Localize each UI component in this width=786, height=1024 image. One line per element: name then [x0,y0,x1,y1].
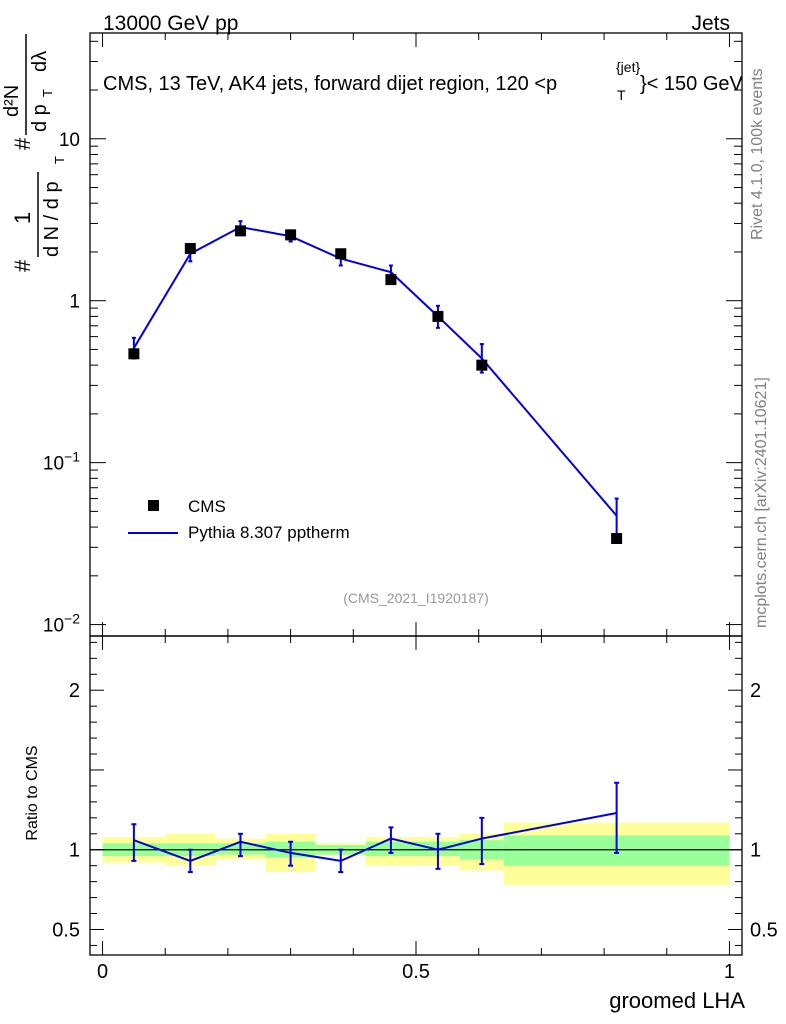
x-axis-label: groomed LHA [609,988,745,1013]
header-right: Jets [691,12,730,35]
title-sub: T [617,87,626,103]
x-tick-label: 1 [724,961,735,983]
main-frame [89,32,743,637]
main-ytick-label: 10 [59,130,80,151]
cms-data-point [476,359,488,371]
mcplots-label: mcplots.cern.ch [arXiv:2401.10621] [753,377,770,628]
main-ylabel: # 1 d N / d p T # d²N d p T dλ [1,34,67,272]
ratio-ytick-label: 1 [69,840,80,862]
header-left: 13000 GeV pp [103,12,238,35]
x-tick-label: 0.5 [402,961,430,983]
ratio-ytick-label: 0.5 [52,919,80,941]
cms-data-point [184,243,196,255]
ylabel-d2n: d²N [1,85,23,117]
title-end: }< 150 GeV [640,73,744,95]
ratio-ylabel: Ratio to CMS [24,745,41,840]
cms-data-point [432,310,444,322]
mc-series-line [133,226,618,517]
ylabel-one: 1 [10,212,35,224]
cms-data-point [335,248,347,260]
title-main: CMS, 13 TeV, AK4 jets, forward dijet reg… [103,73,557,95]
ratio-ytick-label-right: 1 [750,840,761,862]
title-sup: {jet} [616,59,640,75]
cms-data-point [385,274,397,286]
cms-data-point [128,348,140,360]
ylabel-t1: T [52,156,67,164]
ratio-ytick-label: 2 [69,680,80,702]
ratio-plot: 0 0.5 1 0.5 0.5 1 1 2 2 [52,635,778,983]
ylabel-dl: dλ [29,51,51,72]
cms-data-point [234,225,246,237]
main-ytick-label: 10−2 [43,611,80,637]
main-title: CMS, 13 TeV, AK4 jets, forward dijet reg… [103,59,744,103]
ratio-ytick-label-right: 0.5 [750,919,778,941]
rivet-label: Rivet 4.1.0, 100k events [749,68,766,240]
main-plot: 10−2 10−1 1 10 [43,32,743,637]
legend-cms-marker [148,500,159,511]
main-ytick-label: 1 [69,292,80,313]
main-ytick-label: 10−1 [43,449,80,475]
analysis-watermark: (CMS_2021_I1920187) [343,590,489,606]
ratio-ytick-label-right: 2 [750,680,761,702]
legend-mc-label: Pythia 8.307 pptherm [188,523,350,542]
legend: CMS Pythia 8.307 pptherm [128,497,350,542]
ratio-frame [89,635,743,956]
ylabel-t2: T [40,89,55,97]
cms-data-point [611,533,623,545]
ylabel-dn: d N / d p [41,181,63,257]
ylabel-hash-2: # [10,137,35,150]
ylabel-dpt: d p [29,104,51,132]
cms-data-point [285,229,297,241]
legend-cms-label: CMS [188,497,226,516]
x-tick-label: 0 [97,961,108,983]
ylabel-hash-1: # [10,259,35,272]
